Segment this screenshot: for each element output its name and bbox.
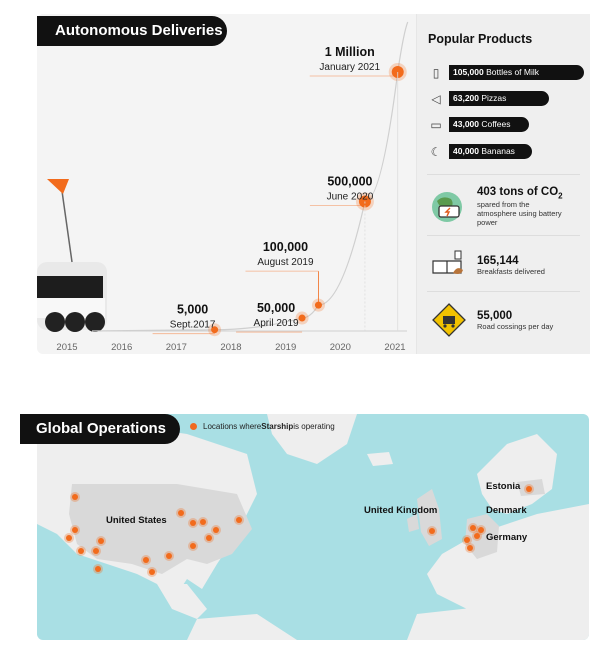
stat-co2-sub: 2 [558, 191, 563, 201]
location-marker [206, 535, 212, 541]
map-label-us: United States [106, 515, 167, 526]
legend-text-bold: Starship [261, 422, 294, 431]
pizza-icon: ◁ [431, 91, 441, 106]
location-marker [98, 538, 104, 544]
location-marker [72, 494, 78, 500]
data-point [298, 314, 306, 322]
divider [427, 235, 580, 236]
data-label-value: 500,000 [327, 175, 372, 189]
deliveries-title: Autonomous Deliveries [37, 16, 227, 46]
location-marker [526, 486, 532, 492]
data-label-date: Sept.2017 [170, 320, 216, 331]
data-point [314, 301, 322, 309]
x-tick-label: 2021 [384, 342, 405, 353]
product-coffee: ▭ 43,000 Coffees [429, 117, 529, 132]
location-marker [78, 548, 84, 554]
data-label-date: April 2019 [254, 318, 299, 329]
stat-co2-value: 403 tons of CO [477, 186, 559, 198]
stat-crossings-caption: Road cossings per day [477, 321, 554, 331]
location-marker [200, 519, 206, 525]
robot-flag-icon [47, 179, 69, 194]
legend-dot-icon [190, 423, 197, 430]
coffee-icon: ▭ [430, 117, 442, 132]
world-map [37, 414, 589, 640]
breakfast-icon [429, 247, 469, 283]
map-label-estonia: Estonia [486, 481, 521, 492]
stat-co2-caption: spared from the atmosphere using battery… [477, 200, 562, 228]
product-pizza: ◁ 63,200 Pizzas [429, 91, 549, 106]
global-operations-title: Global Operations [20, 414, 180, 444]
location-marker [93, 548, 99, 554]
x-tick-label: 2019 [275, 342, 296, 353]
location-marker [429, 528, 435, 534]
product-bar: 105,000 Bottles of Milk [449, 65, 584, 80]
deliveries-chart: 2015 2016 2017 2018 2019 2020 2021 5,000 Sept.20… [37, 21, 409, 353]
legend-text-pre: Locations where [203, 422, 262, 431]
robot-wheel [85, 312, 105, 332]
location-marker [478, 527, 484, 533]
divider [427, 291, 580, 292]
stat-breakfasts-value: 165,144 [477, 254, 519, 267]
europe-land [427, 504, 589, 640]
usa-region [69, 484, 252, 574]
x-tick-label: 2018 [220, 342, 241, 353]
data-label-value: 5,000 [177, 303, 208, 317]
map-legend: Locations where Starship is operating [190, 422, 335, 431]
stat-co2: 403 tons of CO2 spared from the atmosphe… [429, 186, 567, 227]
data-label-value: 50,000 [257, 301, 295, 315]
stat-breakfasts-caption: Breakfasts delivered [477, 266, 545, 276]
data-label-value: 1 Million [325, 45, 375, 59]
stat-crossings-value: 55,000 [477, 309, 513, 322]
data-label-date: August 2019 [257, 257, 314, 268]
location-marker [149, 569, 155, 575]
location-marker [190, 543, 196, 549]
milk-bottle-icon: ▯ [432, 65, 440, 80]
location-marker [213, 527, 219, 533]
robot-window [37, 276, 103, 298]
location-marker [72, 527, 78, 533]
product-bar: 63,200 Pizzas [449, 91, 549, 106]
stat-crossings: 55,000 Road cossings per day [429, 302, 553, 338]
data-label-date: June 2020 [327, 192, 374, 203]
product-bar: 43,000 Coffees [449, 117, 529, 132]
location-marker [190, 520, 196, 526]
popular-products-title: Popular Products [428, 32, 533, 46]
robot-flag-pole [60, 183, 73, 263]
stat-breakfasts: 165,144 Breakfasts delivered [429, 247, 545, 283]
location-marker [143, 557, 149, 563]
location-marker [467, 545, 473, 551]
robot-wheel [45, 312, 65, 332]
robot-wheel [65, 312, 85, 332]
road-crossing-sign-icon [429, 302, 469, 338]
product-milk: ▯ 105,000 Bottles of Milk [429, 65, 584, 80]
product-bar: 40,000 Bananas [449, 144, 532, 159]
product-banana: ☾ 40,000 Bananas [429, 144, 532, 159]
location-marker [236, 517, 242, 523]
data-label-value: 100,000 [263, 240, 308, 254]
location-marker [166, 553, 172, 559]
greenland-land [267, 414, 357, 464]
x-tick-label: 2015 [56, 342, 77, 353]
globe-battery-icon [429, 189, 469, 225]
uk-region [417, 489, 442, 546]
location-marker [66, 535, 72, 541]
banana-icon: ☾ [430, 144, 442, 159]
location-marker [178, 510, 184, 516]
legend-text-post: is operating [293, 422, 335, 431]
popular-products-panel: Popular Products ▯ 105,000 Bottles of Mi… [416, 14, 590, 354]
location-marker [470, 525, 476, 531]
location-marker [464, 537, 470, 543]
data-label-date: January 2021 [319, 62, 380, 73]
x-tick-label: 2017 [166, 342, 187, 353]
divider [427, 174, 580, 175]
location-marker [95, 566, 101, 572]
x-tick-label: 2016 [111, 342, 132, 353]
x-tick-label: 2020 [330, 342, 351, 353]
map-label-germany: Germany [486, 532, 528, 543]
map-label-denmark: Denmark [486, 505, 527, 516]
data-point [211, 326, 219, 334]
map-label-uk: United Kingdom [364, 505, 438, 516]
location-marker [474, 533, 480, 539]
